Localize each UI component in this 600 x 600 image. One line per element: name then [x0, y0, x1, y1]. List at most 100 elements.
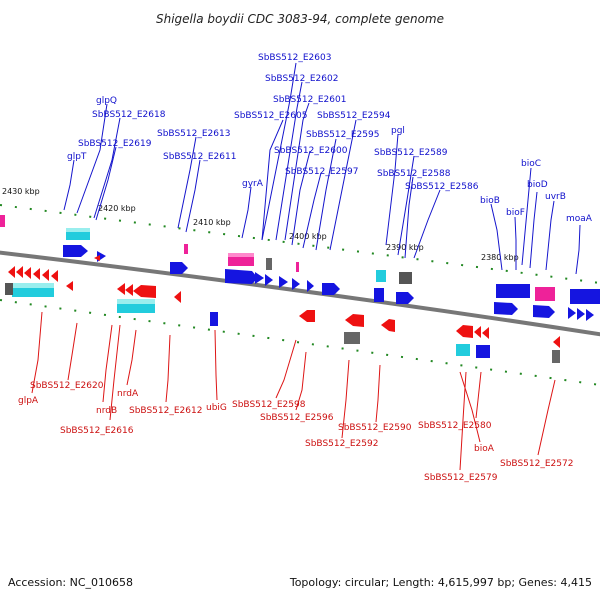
plus-strand-features [63, 245, 600, 358]
gene-box [5, 283, 13, 295]
colored-features [0, 215, 560, 363]
tick-2410-kbp: 2410 kbp [193, 218, 231, 227]
gene-label-pgl: pgl [391, 126, 405, 136]
gene-label-biod: bioD [527, 180, 548, 190]
gene-arrow [307, 280, 314, 292]
gene-box-highlight [12, 283, 54, 288]
gene-box [535, 287, 555, 301]
gene-arrow [125, 284, 133, 296]
gene-arrow [170, 262, 188, 274]
gene-label-sbbs512-e2595: SbBS512_E2595 [306, 130, 379, 140]
gene-label-sbbs512-e2620: SbBS512_E2620 [30, 381, 104, 391]
gene-label-sbbs512-e2603: SbBS512_E2603 [258, 53, 331, 63]
gene-arrow [482, 327, 489, 339]
gene-arrow [322, 283, 340, 295]
gene-arrow [117, 283, 125, 295]
gene-label-glpq: glpQ [96, 96, 117, 106]
gene-label-sbbs512-e2602: SbBS512_E2602 [265, 74, 338, 84]
gene-arrow [381, 319, 395, 332]
bottom-leader-lines [31, 311, 556, 471]
gene-label-sbbs512-e2605: SbBS512_E2605 [234, 111, 307, 121]
gene-label-sbbs512-e2600: SbBS512_E2600 [274, 146, 348, 156]
gene-arrow [265, 274, 273, 286]
gene-label-bioc: bioC [521, 159, 541, 169]
gene-arrow [345, 314, 364, 327]
gene-label-sbbs512-e2572: SbBS512_E2572 [500, 459, 573, 469]
tick-2380-kbp: 2380 kbp [481, 253, 519, 262]
gene-label-biob: bioB [480, 196, 500, 206]
gene-arrow [568, 307, 576, 319]
gene-label-sbbs512-e2612: SbBS512_E2612 [129, 406, 202, 416]
gene-box [184, 244, 188, 254]
gene-label-sbbs512-e2619: SbBS512_E2619 [78, 139, 152, 149]
gene-label-sbbs512-e2586: SbBS512_E2586 [405, 182, 479, 192]
gene-label-nrdb: nrdB [96, 406, 117, 416]
gene-label-sbbs512-e2579: SbBS512_E2579 [424, 473, 498, 483]
gene-box [570, 289, 600, 304]
gene-label-glpt: glpT [67, 152, 87, 162]
gene-box [374, 288, 384, 302]
gene-label-sbbs512-e2596: SbBS512_E2596 [260, 413, 334, 423]
gene-box-highlight [117, 299, 155, 304]
gene-box [476, 345, 490, 358]
gene-label-sbbs512-e2613: SbBS512_E2613 [157, 129, 230, 139]
gene-arrow [51, 270, 58, 282]
gene-arrow [42, 269, 49, 281]
gene-arrow [94, 255, 100, 261]
tick-2430-kbp: 2430 kbp [2, 187, 40, 196]
gene-label-uvrb: uvrB [545, 192, 566, 202]
gene-arrow [16, 266, 23, 278]
gene-box-highlight [228, 253, 254, 257]
gene-arrow [8, 266, 15, 278]
minus-strand-features [8, 255, 560, 348]
gene-box [376, 270, 386, 282]
gene-box [296, 262, 299, 272]
gene-arrow [33, 268, 40, 280]
gene-label-sbbs512-e2588: SbBS512_E2588 [377, 169, 451, 179]
genome-backbone [0, 250, 600, 337]
gene-box [266, 258, 272, 270]
gene-label-sbbs512-e2597: SbBS512_E2597 [285, 167, 358, 177]
gene-arrow [586, 309, 594, 321]
gene-box [552, 350, 560, 363]
top-labels: SbBS512_E2603 SbBS512_E2602 SbBS512_E260… [67, 53, 593, 224]
gene-label-bioa: bioA [474, 444, 495, 454]
bottom-labels: SbBS512_E2620 nrdA glpA nrdB SbBS512_E26… [18, 381, 573, 483]
gene-label-sbbs512-e2590: SbBS512_E2590 [338, 423, 412, 433]
gene-arrow [292, 278, 300, 290]
gene-label-sbbs512-e2592: SbBS512_E2592 [305, 439, 378, 449]
gene-arrow [279, 276, 288, 288]
gene-label-gyra: gyrA [242, 179, 264, 189]
gene-label-biof: bioF [506, 208, 525, 218]
gene-box [344, 332, 360, 344]
gene-label-sbbs512-e2601: SbBS512_E2601 [273, 95, 346, 105]
gene-label-sbbs512-e2589: SbBS512_E2589 [374, 148, 448, 158]
gene-label-moaa: moaA [566, 214, 593, 224]
gene-label-ubig: ubiG [206, 403, 227, 413]
gene-label-sbbs512-e2611: SbBS512_E2611 [163, 152, 236, 162]
gene-arrow [553, 336, 560, 348]
gene-arrow [474, 326, 481, 338]
gene-arrow [456, 325, 473, 338]
gene-arrow [255, 272, 264, 284]
accession-text: Accession: NC_010658 [8, 576, 133, 589]
gene-box [0, 215, 5, 227]
tick-2420-kbp: 2420 kbp [98, 204, 136, 213]
gene-arrow [299, 310, 315, 322]
gene-label-sbbs512-e2616: SbBS512_E2616 [60, 426, 134, 436]
summary-text: Topology: circular; Length: 4,615,997 bp… [289, 576, 592, 589]
gene-arrow [133, 285, 156, 298]
gene-box [496, 284, 530, 298]
tick-2390-kbp: 2390 kbp [386, 243, 424, 252]
gene-arrow [577, 308, 585, 320]
gene-arrow [66, 281, 73, 291]
gene-label-sbbs512-e2618: SbBS512_E2618 [92, 110, 166, 120]
gene-label-sbbs512-e2580: SbBS512_E2580 [418, 421, 492, 431]
gene-box [456, 344, 470, 356]
gene-label-sbbs512-e2598: SbBS512_E2598 [232, 400, 306, 410]
gene-box [399, 272, 412, 284]
gene-arrow [494, 302, 518, 315]
gene-arrow [533, 305, 555, 318]
gene-arrow [396, 292, 414, 304]
